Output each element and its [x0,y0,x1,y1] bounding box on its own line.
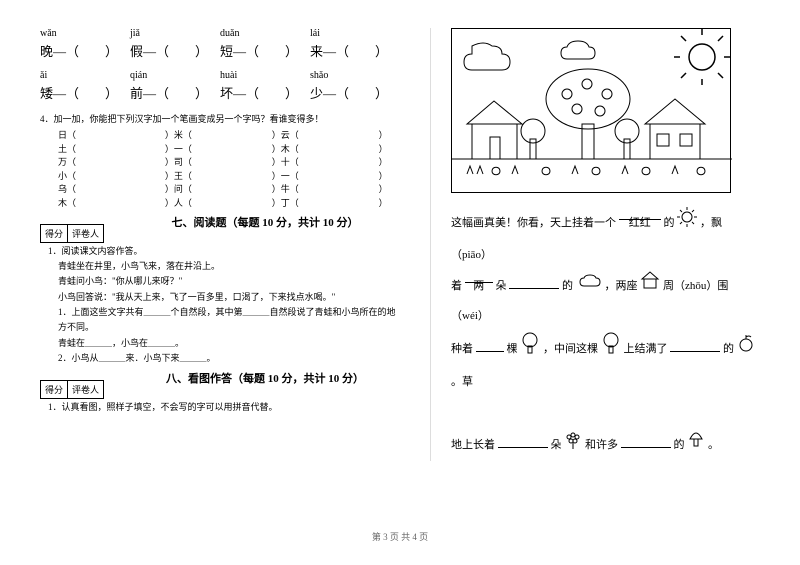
pinyin: wǎn [40,28,130,39]
hanzi: 坏—（ ） [220,83,310,102]
q4-cell: ）一（ [165,143,272,157]
q4-cell: ）丁（ [272,197,379,211]
pinyin: qián [130,70,220,81]
right-column: 这幅画真美！你看，天上挂着一个 红红 的 ，飘（piāo） 着 两 朵 的 ，两… [430,28,760,461]
hanzi: 矮—（ ） [40,83,130,102]
text: 的 [723,343,734,355]
q8-1-title: 1．认真看图，照样子填空，不会写的字可以用拼音代替。 [40,399,400,415]
reading-line: 青蛙坐在井里，小鸟飞来，落在井沿上。 [40,259,400,274]
q4-cell: 乌（ [58,183,165,197]
hanzi: 前—（ ） [130,83,220,102]
q4-cell: ） [379,170,400,184]
hanzi: 来—（ ） [310,41,400,60]
q4-grid: 日（）米（）云（） 土（）一（）木（） 万（）司（）十（） 小（）王（）一（） … [40,129,400,210]
cloud-icon [576,271,602,302]
blank [476,340,504,352]
apple-icon [737,334,755,365]
tree-icon [601,332,621,367]
text: 地上长着 [451,439,495,451]
q7-1-title: 1．阅读课文内容作答。 [40,243,400,259]
tree-icon [520,332,540,367]
q4-cell: ） [379,183,400,197]
flower-icon [564,429,582,462]
section-7-heading: 七、阅读题（每题 10 分，共计 10 分） [130,214,400,230]
hanzi-row-1: 晚—（ ） 假—（ ） 短—（ ） 来—（ ） [40,41,400,60]
text: 的 [664,217,675,229]
q4-cell: 木（ [58,197,165,211]
hanzi: 晚—（ ） [40,41,130,60]
left-column: wǎn jiǎ duǎn lái 晚—（ ） 假—（ ） 短—（ ） 来—（ ）… [40,28,400,461]
reading-line: 青蛙问小鸟："你从哪儿来呀？" [40,274,400,289]
score-box: 得分 评卷人 [40,224,104,243]
text: 种着 [451,343,473,355]
text: 。 [708,439,719,451]
blank [509,277,559,289]
q4-cell: ）王（ [165,170,272,184]
pinyin: jiǎ [130,28,220,39]
q4-cell: ）人（ [165,197,272,211]
q4-cell: ） [379,129,400,143]
text: 的 [674,439,685,451]
description-text: 这幅画真美！你看，天上挂着一个 红红 的 ，飘（piāo） 着 两 朵 的 ，两… [451,207,760,461]
q4-cell: ）云（ [272,129,379,143]
q4-title: 4．加一加，你能把下列汉字加一个笔画变成另一个字吗？看谁变得多！ [40,112,400,125]
text: ，两座 [605,280,638,292]
score-box: 得分 评卷人 [40,380,104,399]
pinyin: ǎi [40,70,130,81]
reviewer-label: 评卷人 [68,381,103,398]
q4-cell: ）牛（ [272,183,379,197]
hanzi: 假—（ ） [130,41,220,60]
reading-line: 青蛙在＿＿＿，小鸟在＿＿＿。 [40,336,400,351]
text: 这幅画真美！你看，天上挂着一个 [451,217,616,229]
hanzi-row-2: 矮—（ ） 前—（ ） 坏—（ ） 少—（ ） [40,83,400,102]
q4-cell: ）司（ [165,156,272,170]
text: ，中间这棵 [543,343,598,355]
q4-cell: ） [379,156,400,170]
house-icon [640,271,660,302]
score-label: 得分 [41,225,68,242]
text: 朵 [551,439,562,451]
q4-cell: ）木（ [272,143,379,157]
blank [498,436,548,448]
pinyin: duǎn [220,28,310,39]
score-label: 得分 [41,381,68,398]
page-footer: 第 3 页 共 4 页 [0,530,800,543]
pinyin-row-2: ǎi qián huài shǎo [40,70,400,81]
section-8-heading: 八、看图作答（每题 10 分，共计 10 分） [130,370,400,386]
text: 着 [451,280,462,292]
scene-picture [451,28,731,193]
pinyin: huài [220,70,310,81]
mushroom-icon [687,430,705,461]
q4-cell: ） [379,143,400,157]
reviewer-label: 评卷人 [68,225,103,242]
text: 棵 [507,343,518,355]
q4-cell: 万（ [58,156,165,170]
filled-blank: 红红 [619,208,661,220]
text: 和许多 [585,439,618,451]
hanzi: 短—（ ） [220,41,310,60]
text: 。草 [451,376,473,388]
q4-cell: ）一（ [272,170,379,184]
q4-cell: ）十（ [272,156,379,170]
text: 上结满了 [624,343,668,355]
text: 的 [562,280,573,292]
hanzi: 少—（ ） [310,83,400,102]
pinyin-row-1: wǎn jiǎ duǎn lái [40,28,400,39]
blank [670,340,720,352]
q4-cell: 日（ [58,129,165,143]
q4-cell: ） [379,197,400,211]
q4-cell: 土（ [58,143,165,157]
pinyin: shǎo [310,70,400,81]
reading-line: 2．小鸟从＿＿＿来．小鸟下来＿＿＿。 [40,351,400,366]
reading-line: 1．上面这些文字共有＿＿＿个自然段，其中第＿＿＿自然段说了青蛙和小鸟所在的地方不… [40,305,400,336]
reading-line: 小鸟回答说："我从天上来，飞了一百多里，口渴了，下来找点水喝。" [40,290,400,305]
sun-icon [677,207,697,240]
q4-cell: ）问（ [165,183,272,197]
blank [621,436,671,448]
q4-cell: 小（ [58,170,165,184]
pinyin: lái [310,28,400,39]
q4-cell: ）米（ [165,129,272,143]
filled-blank: 两 [465,271,493,283]
text: 朵 [496,280,507,292]
